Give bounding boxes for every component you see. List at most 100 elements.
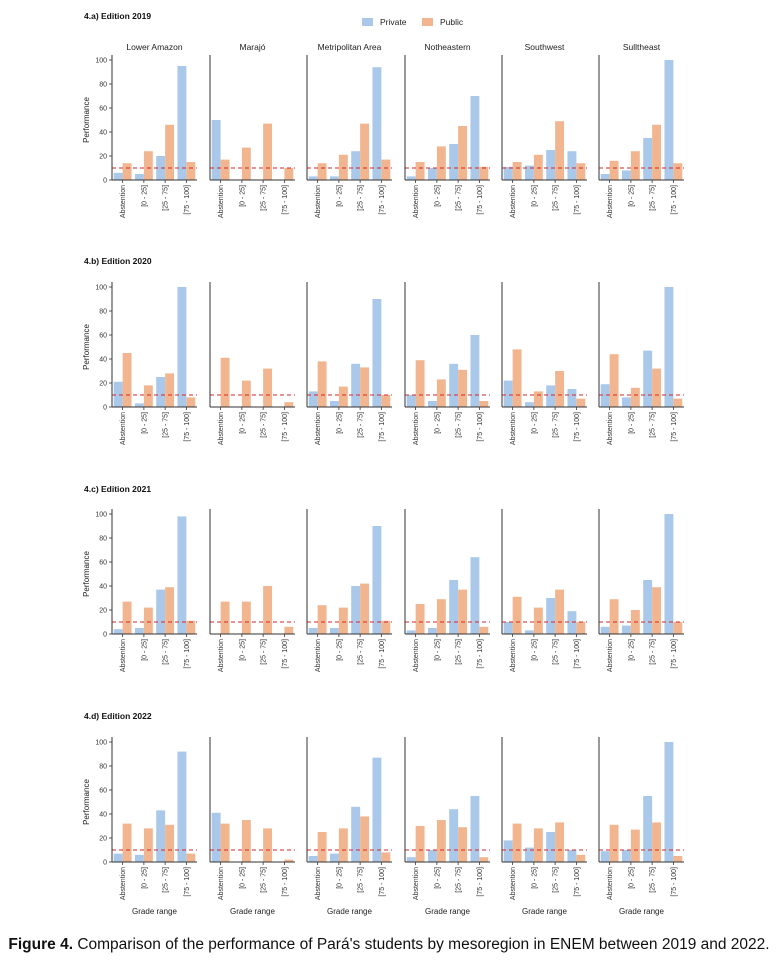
bar-private bbox=[329, 176, 339, 180]
x-tick-label: [25 - 75] bbox=[456, 412, 463, 438]
x-tick-label: [25 - 75] bbox=[358, 867, 365, 893]
x-tick-label: [0 - 25] bbox=[434, 412, 441, 434]
bar-public bbox=[360, 816, 370, 862]
x-tick-label: Abstention bbox=[607, 639, 614, 672]
x-tick-label: [25 - 75] bbox=[163, 412, 170, 438]
bar-private bbox=[643, 580, 653, 634]
x-tick-label: [0 - 25] bbox=[239, 185, 246, 207]
bar-public bbox=[165, 124, 175, 180]
legend-label-public: Public bbox=[440, 17, 464, 27]
bar-public bbox=[436, 820, 446, 862]
bar-private bbox=[567, 611, 577, 634]
x-tick-label: [0 - 25] bbox=[336, 639, 343, 661]
x-tick-label: Abstention bbox=[607, 412, 614, 445]
bar-private bbox=[329, 853, 339, 862]
y-tick-label: 40 bbox=[99, 584, 107, 591]
x-tick-label: [25 - 75] bbox=[456, 639, 463, 665]
bar-private bbox=[600, 384, 610, 407]
y-tick-label: 0 bbox=[103, 632, 107, 639]
bar-public bbox=[263, 828, 273, 862]
bar-private bbox=[449, 809, 459, 862]
bar-public bbox=[436, 599, 446, 634]
bar-private bbox=[308, 856, 318, 862]
y-tick-label: 60 bbox=[99, 333, 107, 340]
bar-public bbox=[652, 368, 662, 407]
x-tick-label: Abstention bbox=[218, 412, 225, 445]
bar-public bbox=[436, 379, 446, 407]
bar-private bbox=[427, 168, 437, 180]
x-tick-label: [75 - 100] bbox=[574, 412, 581, 442]
legend-label-private: Private bbox=[380, 17, 407, 27]
region-title: Notheastern bbox=[424, 42, 471, 52]
bar-public bbox=[458, 126, 468, 180]
figure-4-small-multiples: Private Public 4.a) Edition 2019 Lower Amaz… bbox=[82, 11, 684, 916]
bar-private bbox=[643, 350, 653, 407]
bar-public bbox=[317, 605, 327, 634]
bar-private bbox=[470, 557, 480, 634]
bar-public bbox=[673, 622, 683, 634]
bar-public bbox=[652, 587, 662, 634]
bar-public bbox=[479, 626, 489, 634]
x-tick-label: [75 - 100] bbox=[671, 639, 678, 669]
legend-swatch-public bbox=[422, 18, 433, 26]
bar-private bbox=[621, 850, 631, 862]
bar-private bbox=[406, 630, 416, 634]
bar-private bbox=[211, 120, 221, 180]
x-tick-label: Abstention bbox=[120, 185, 127, 218]
bar-private bbox=[351, 586, 361, 634]
bar-public bbox=[360, 123, 370, 180]
x-tick-label: [0 - 25] bbox=[239, 867, 246, 889]
bar-public bbox=[381, 852, 391, 862]
bar-public bbox=[220, 601, 230, 634]
x-tick-label: [75 - 100] bbox=[574, 867, 581, 897]
x-tick-label: [0 - 25] bbox=[336, 867, 343, 889]
bar-public bbox=[479, 857, 489, 862]
y-tick-label: 20 bbox=[99, 381, 107, 388]
bar-public bbox=[263, 586, 273, 634]
x-axis-label: Grade range bbox=[230, 907, 275, 916]
x-tick-label: Abstention bbox=[315, 639, 322, 672]
bar-public bbox=[220, 159, 230, 180]
x-axis-label: Grade range bbox=[132, 907, 177, 916]
bar-public bbox=[317, 361, 327, 407]
bar-private bbox=[470, 796, 480, 862]
x-tick-label: Abstention bbox=[120, 639, 127, 672]
bar-public bbox=[415, 360, 425, 407]
bar-private bbox=[567, 850, 577, 862]
bar-private bbox=[546, 385, 556, 407]
bar-public bbox=[338, 828, 348, 862]
y-tick-label: 100 bbox=[95, 740, 107, 747]
bar-public bbox=[576, 163, 586, 180]
x-tick-label: [75 - 100] bbox=[671, 412, 678, 442]
x-tick-label: [75 - 100] bbox=[282, 639, 289, 669]
bar-public bbox=[241, 820, 251, 862]
y-axis-label: Performance bbox=[82, 324, 91, 370]
x-tick-label: [25 - 75] bbox=[163, 867, 170, 893]
x-tick-label: [0 - 25] bbox=[531, 639, 538, 661]
bar-private bbox=[351, 806, 361, 862]
bar-public bbox=[415, 162, 425, 180]
x-tick-label: [25 - 75] bbox=[456, 185, 463, 211]
bar-public bbox=[630, 829, 640, 862]
figure-caption: Figure 4. Comparison of the performance … bbox=[0, 936, 778, 954]
bar-private bbox=[308, 176, 318, 180]
x-tick-label: [0 - 25] bbox=[531, 867, 538, 889]
bar-public bbox=[284, 402, 294, 407]
bar-private bbox=[134, 854, 144, 862]
bar-private bbox=[470, 96, 480, 180]
x-tick-label: Abstention bbox=[510, 867, 517, 900]
bar-public bbox=[317, 832, 327, 862]
x-tick-label: [75 - 100] bbox=[477, 867, 484, 897]
y-tick-label: 60 bbox=[99, 106, 107, 113]
x-tick-label: [25 - 75] bbox=[650, 412, 657, 438]
x-tick-label: [25 - 75] bbox=[261, 185, 268, 211]
x-tick-label: [0 - 25] bbox=[434, 185, 441, 207]
x-tick-label: [25 - 75] bbox=[553, 639, 560, 665]
x-tick-label: Abstention bbox=[120, 412, 127, 445]
bar-private bbox=[406, 176, 416, 180]
x-tick-label: [0 - 25] bbox=[628, 185, 635, 207]
bar-public bbox=[143, 385, 153, 407]
x-tick-label: [0 - 25] bbox=[336, 412, 343, 434]
bar-public bbox=[652, 822, 662, 862]
bar-public bbox=[415, 604, 425, 634]
